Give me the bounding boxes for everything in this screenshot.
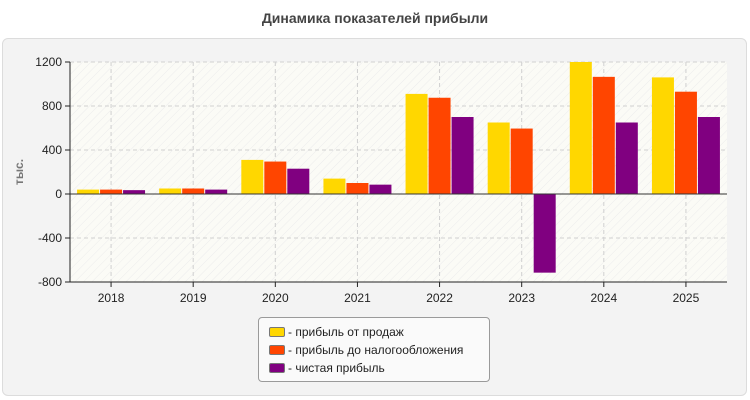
bar[interactable] <box>159 188 182 195</box>
y-tick-label: 1200 <box>35 55 62 69</box>
bar[interactable] <box>451 117 474 194</box>
chart-legend: - прибыль от продаж - прибыль до налогоо… <box>258 317 490 382</box>
legend-label: - чистая прибыль <box>288 361 385 375</box>
bar[interactable] <box>323 178 346 194</box>
chart-title: Динамика показателей прибыли <box>261 10 489 26</box>
legend-label: - прибыль от продаж <box>288 325 404 339</box>
bar[interactable] <box>428 97 451 194</box>
bar[interactable] <box>674 91 697 194</box>
x-tick-label: 2018 <box>98 291 125 305</box>
bar[interactable] <box>346 183 369 194</box>
x-tick-label: 2021 <box>344 291 371 305</box>
legend-swatch <box>269 345 285 355</box>
bar[interactable] <box>100 189 123 194</box>
bar[interactable] <box>615 122 638 195</box>
bar[interactable] <box>205 189 228 194</box>
bar[interactable] <box>123 190 146 194</box>
legend-item-sales-profit[interactable]: - прибыль от продаж <box>269 323 489 341</box>
x-tick-label: 2019 <box>180 291 207 305</box>
legend-swatch <box>269 363 285 373</box>
y-tick-label: 400 <box>42 143 62 157</box>
bar[interactable] <box>569 62 592 194</box>
x-tick-label: 2025 <box>673 291 700 305</box>
bar[interactable] <box>510 128 533 194</box>
y-tick-label: -400 <box>38 231 62 245</box>
legend-item-pretax-profit[interactable]: - прибыль до налогообложения <box>269 341 489 359</box>
bar[interactable] <box>651 77 674 194</box>
y-axis-label: тыс. <box>12 159 26 185</box>
x-tick-label: 2022 <box>426 291 453 305</box>
bar[interactable] <box>405 93 428 194</box>
y-tick-label: 800 <box>42 99 62 113</box>
bar[interactable] <box>182 188 205 195</box>
bar[interactable] <box>264 161 287 194</box>
x-tick-label: 2020 <box>262 291 289 305</box>
bar[interactable] <box>487 122 510 195</box>
legend-swatch <box>269 327 285 337</box>
legend-label: - прибыль до налогообложения <box>288 343 464 357</box>
bar[interactable] <box>592 76 615 194</box>
bar[interactable] <box>697 117 720 194</box>
bar[interactable] <box>77 189 100 194</box>
x-tick-label: 2023 <box>508 291 535 305</box>
x-tick-label: 2024 <box>590 291 617 305</box>
bar[interactable] <box>533 194 556 273</box>
legend-item-net-profit[interactable]: - чистая прибыль <box>269 359 489 377</box>
bar[interactable] <box>241 159 264 194</box>
bar[interactable] <box>287 168 310 194</box>
bar[interactable] <box>369 184 392 194</box>
y-tick-label: 0 <box>55 187 62 201</box>
y-tick-label: -800 <box>38 275 62 289</box>
